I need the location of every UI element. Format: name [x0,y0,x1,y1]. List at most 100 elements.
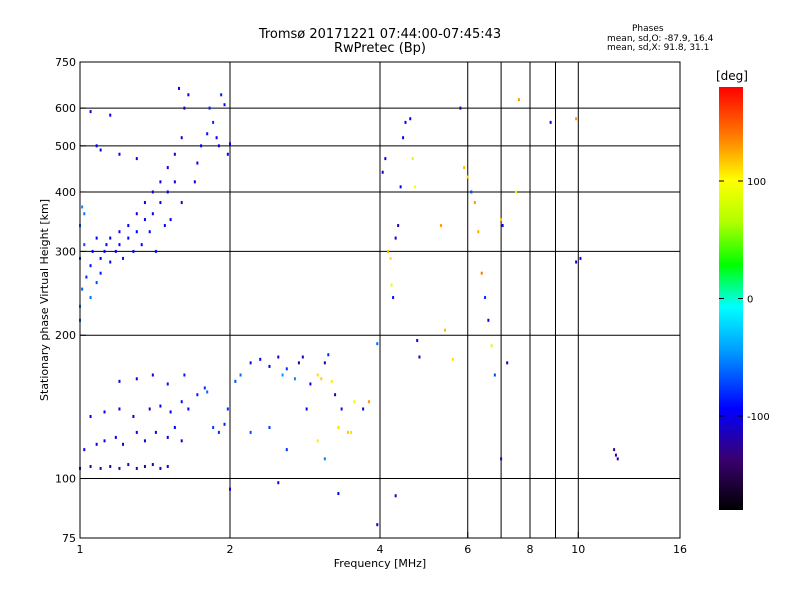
data-point [212,425,215,429]
data-point [180,136,183,140]
data-point [203,386,206,390]
data-point [132,249,135,253]
data-point [484,296,487,300]
data-point [206,132,209,136]
data-point [173,180,176,184]
data-point [402,136,405,140]
data-point [367,400,370,404]
data-point [159,201,162,205]
data-point [151,463,154,467]
data-point [109,113,112,117]
data-point [384,157,387,161]
data-point [459,106,462,110]
colorbar-tick-label: 0 [747,295,753,306]
data-point [114,249,117,253]
data-point [268,364,271,368]
data-point [135,230,138,234]
phase-stats-o: mean, sd,O: -87.9, 16.4 [607,34,714,44]
data-point [143,464,146,468]
data-point [220,93,223,97]
data-point [163,224,166,228]
y-tick-label: 300 [55,245,76,258]
data-point [281,373,284,377]
data-point [180,201,183,205]
colorbar-tick-label: -100 [747,412,770,423]
data-point [334,393,337,397]
data-point [187,407,190,411]
data-point [148,407,151,411]
data-point [443,328,446,332]
data-point [83,243,86,247]
colorbar-tick-label: 100 [747,177,766,188]
data-point [323,457,326,461]
data-point [103,439,106,443]
data-point [135,377,138,381]
data-point [301,355,304,359]
data-point [127,224,130,228]
data-point [212,120,215,124]
data-point [81,205,84,209]
data-point [285,448,288,452]
data-point [118,243,121,247]
x-tick-label: 4 [377,543,384,556]
y-tick-label: 600 [55,102,76,115]
data-point [83,448,86,452]
data-point [337,425,340,429]
grid-layer [80,62,680,538]
data-point [293,377,296,381]
data-point [166,464,169,468]
data-point [177,86,180,90]
data-point [122,256,125,260]
data-point [477,230,480,234]
data-point [515,190,518,194]
data-point [575,260,578,264]
data-point [277,481,280,485]
data-points [79,86,619,527]
data-point [316,373,319,377]
data-point [386,249,389,253]
data-point [95,281,98,285]
phases-heading: Phases [632,24,664,34]
data-point [151,190,154,194]
y-tick-label: 400 [55,186,76,199]
data-point [166,190,169,194]
colorbar-ticks: 100 0 -100 [719,177,770,423]
data-point [575,117,578,121]
axis-ticks: 1 2 4 6 8 10 16 75 100 200 300 400 500 600 750 [55,56,687,556]
data-point [487,318,490,322]
data-point [143,439,146,443]
data-point [394,236,397,240]
data-point [480,271,483,275]
data-point [249,361,252,365]
y-tick-label: 75 [62,532,76,545]
data-point [140,243,143,247]
data-point [506,361,509,365]
data-point [613,448,616,452]
data-point [99,148,102,152]
phase-stats-x: mean, sd,X: 91.8, 31.1 [607,43,710,53]
data-point [490,344,493,348]
data-point [217,430,220,434]
data-point [151,373,154,377]
data-point [81,287,84,291]
data-point [114,435,117,439]
data-point [217,144,220,148]
data-point [439,224,442,228]
data-point [208,106,211,110]
x-tick-label: 8 [527,543,534,556]
data-point [376,342,379,346]
data-point [223,103,226,107]
data-point [239,373,242,377]
data-point [154,430,157,434]
data-point [118,407,121,411]
data-point [173,425,176,429]
data-point [330,379,333,383]
data-point [159,404,162,408]
data-point [285,367,288,371]
data-point [392,296,395,300]
x-tick-label: 6 [464,543,471,556]
data-point [169,410,172,414]
data-point [614,453,617,457]
x-tick-label: 16 [673,543,687,556]
